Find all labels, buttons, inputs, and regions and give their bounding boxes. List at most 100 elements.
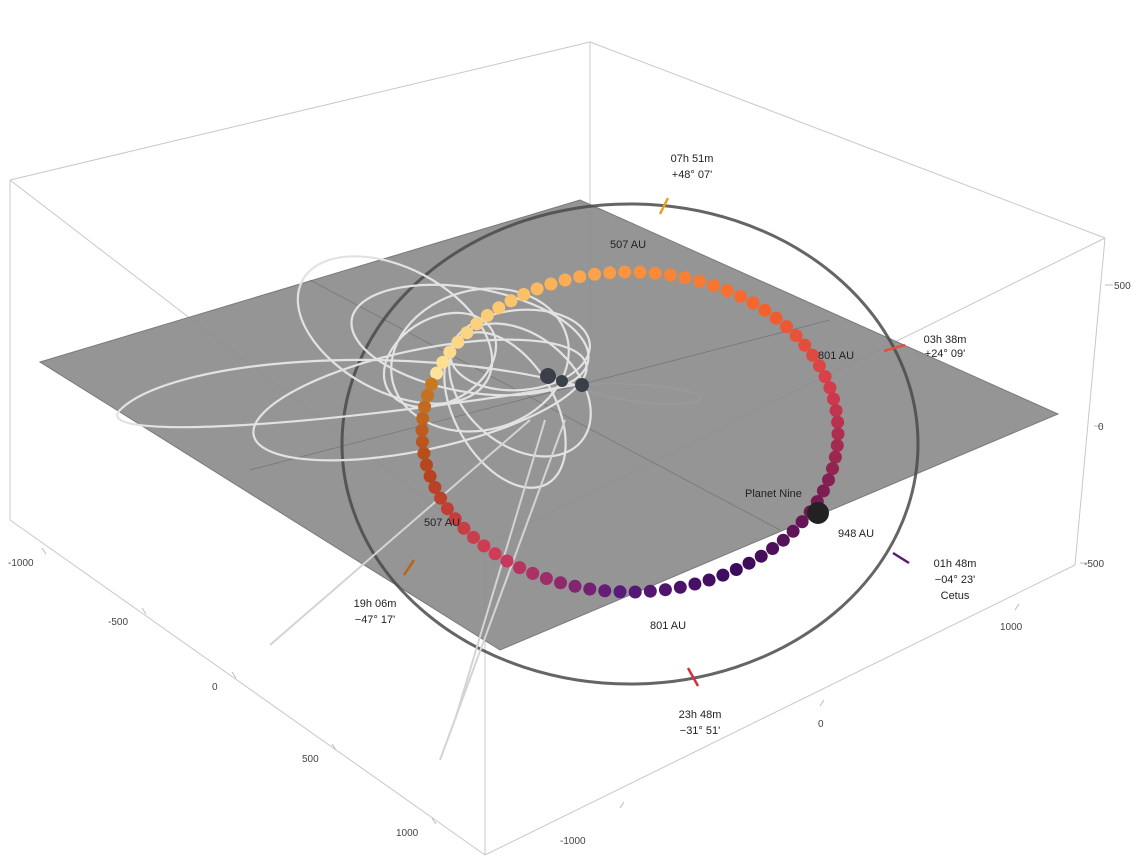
orbit-dot [828, 450, 842, 464]
kbo-orbit-tails [269, 419, 566, 761]
label-planet-nine: Planet Nine [745, 488, 802, 500]
left-axis-ticks [41, 547, 437, 825]
planet-nine-body [807, 502, 829, 524]
orbit-dot [830, 439, 844, 452]
svg-text:−31° 51': −31° 51' [680, 725, 720, 737]
orbit-dot [517, 288, 531, 301]
orbit-dot [822, 473, 835, 487]
orbit-dot [613, 585, 627, 599]
orbit-dot [434, 491, 448, 505]
ecliptic-plane [38, 199, 1060, 651]
orbit-dot [504, 294, 518, 308]
orbit-dot [583, 582, 597, 596]
kbo-orbit-long-2 [574, 383, 702, 405]
label-801-right: 801 AU [818, 350, 854, 362]
left-tick-neg1000: -1000 [8, 558, 34, 569]
orbit-dot [746, 296, 760, 310]
orbit-dot [688, 577, 702, 591]
orbit-dot [702, 573, 716, 587]
orbit-dot [488, 547, 502, 561]
orbit-dot [678, 271, 692, 285]
orbit-dot [648, 266, 662, 280]
orbit-dot [795, 515, 809, 529]
orbit-dot [544, 277, 558, 291]
orbit-dot [430, 366, 444, 380]
orbit-dot [417, 446, 431, 460]
svg-text:23h 48m: 23h 48m [679, 709, 722, 721]
orbit-dot [418, 400, 432, 414]
right-tick-500: 500 [1114, 281, 1131, 292]
orbit-dot [823, 381, 837, 395]
orbit-dot [428, 480, 442, 494]
orbit-dot [598, 584, 612, 598]
orbit-dot [812, 359, 826, 373]
orbit-dot [789, 329, 803, 343]
celestial-ring [340, 202, 920, 686]
orbit-dot [769, 311, 783, 325]
planet-nine-orbit [415, 265, 845, 599]
svg-text:03h 38m: 03h 38m [924, 334, 967, 346]
left-tick-500: 500 [302, 754, 319, 765]
orbit-dot [628, 585, 642, 599]
ring-label-left: 19h 06m −47° 17' [354, 598, 397, 626]
ring-label-right: 03h 38m +24° 09' [924, 334, 967, 360]
orbit-dot [829, 404, 843, 418]
orbit-dot [467, 530, 480, 544]
plane-axis-lines [249, 279, 831, 531]
left-tick-neg500: -500 [108, 617, 128, 628]
orbit-dot [415, 435, 429, 449]
orbit-dot [436, 355, 450, 369]
label-507-top: 507 AU [610, 239, 646, 251]
orbit-dot [530, 282, 544, 296]
orbit-dot [720, 284, 734, 298]
orbit-dot [776, 533, 790, 547]
orbit-dot [816, 484, 830, 498]
bottom-tick-neg1000: -1000 [560, 836, 586, 847]
orbit-dot [443, 345, 457, 359]
orbit-dot [416, 412, 430, 425]
svg-text:07h 51m: 07h 51m [671, 153, 714, 165]
svg-text:Cetus: Cetus [941, 590, 970, 602]
right-tick-neg500: -500 [1084, 559, 1104, 570]
orbit-dot [780, 320, 793, 334]
orbit-dot [440, 502, 454, 516]
orbit-dot [539, 572, 553, 585]
orbit-dot [477, 539, 491, 553]
orbit-dot [603, 266, 617, 280]
orbit-dot [451, 335, 465, 349]
ring-label-top: 07h 51m +48° 07' [671, 153, 714, 181]
kbo-orbits [252, 255, 592, 489]
orbit-dot [492, 301, 506, 315]
orbit-dot [831, 427, 845, 441]
svg-text:01h 48m: 01h 48m [934, 558, 977, 570]
svg-text:19h 06m: 19h 06m [354, 598, 397, 610]
orbit-dot [633, 265, 647, 279]
orbit-dot [831, 415, 845, 429]
orbit-dot [420, 458, 433, 472]
orbit-dot [658, 583, 672, 597]
orbit-dot [526, 566, 540, 580]
orbit-dot [421, 388, 434, 402]
orbit-dot [798, 338, 812, 352]
orbit-dot [500, 554, 514, 568]
orbit-dot [673, 580, 687, 594]
orbit-dot [513, 561, 527, 575]
orbit-dot [693, 274, 706, 288]
kbo-orbit-long [116, 358, 576, 429]
orbit-dot [470, 317, 484, 331]
orbit-dot [827, 392, 840, 406]
svg-text:+48° 07': +48° 07' [672, 169, 712, 181]
label-948: 948 AU [838, 528, 874, 540]
ring-ticks [402, 197, 910, 687]
orbit-dot [457, 521, 471, 535]
orbit-dot [707, 279, 721, 292]
left-tick-0: 0 [212, 682, 218, 693]
orbit-dot [573, 270, 587, 284]
orbit-dot [733, 289, 747, 303]
right-axis [1080, 284, 1113, 564]
svg-text:+24° 09': +24° 09' [925, 348, 965, 360]
orbit-dot [818, 370, 832, 384]
orbit-dot [448, 512, 462, 526]
label-801-bottom: 801 AU [650, 620, 686, 632]
